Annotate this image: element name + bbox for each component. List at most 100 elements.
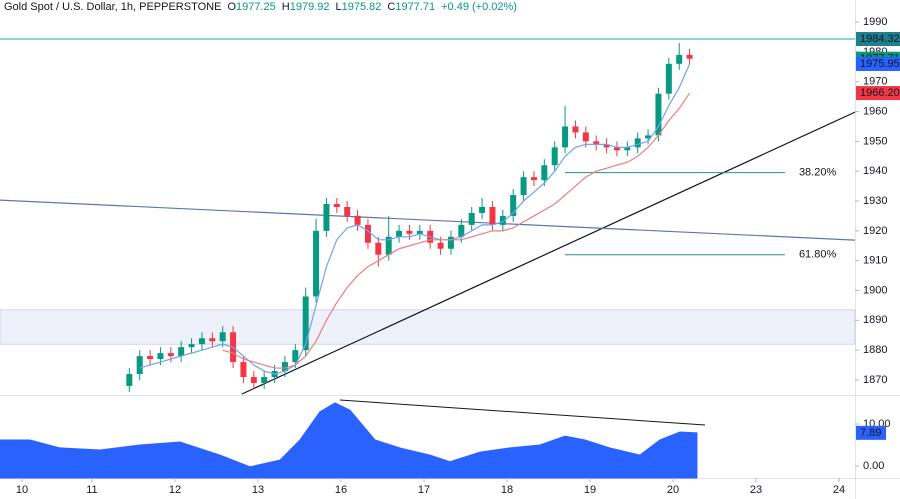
candle-body	[613, 147, 620, 151]
candle-body	[582, 132, 589, 142]
y-tick-label: 1910	[863, 255, 887, 267]
candle-body	[375, 242, 382, 255]
price-tag	[856, 425, 886, 440]
y-tick-label: 1970	[863, 76, 887, 88]
fib-label: 61.80%	[799, 249, 837, 261]
y-tick-label: 1880	[863, 344, 887, 356]
candle-body	[157, 353, 164, 360]
candle-body	[645, 135, 652, 139]
trend-line	[339, 399, 706, 426]
header: Gold Spot / U.S. Dollar, 1h, PEPPERSTONE…	[4, 1, 517, 13]
candle-body	[489, 206, 496, 225]
candle-body	[530, 177, 537, 181]
candle-body	[655, 93, 662, 136]
trend-line	[241, 111, 856, 395]
price-tag-label: 1984.32	[860, 33, 900, 45]
price-tag	[856, 56, 900, 71]
header-text: +0.49 (+0.02%)	[441, 1, 517, 13]
candle-body	[198, 338, 205, 345]
header-text: H	[282, 1, 290, 13]
x-tick-label: 23	[750, 484, 762, 496]
candle-body	[479, 206, 486, 213]
candle-body	[354, 215, 361, 225]
header-text: 1975.82	[342, 1, 382, 13]
x-tick-label: 24	[833, 484, 845, 496]
candle-body	[624, 147, 631, 151]
x-tick-label: 19	[584, 484, 596, 496]
candle-body	[396, 230, 403, 237]
candle-body	[302, 296, 309, 351]
candle-body	[665, 63, 672, 94]
candle-body	[468, 212, 475, 225]
candle-body	[593, 141, 600, 145]
candle-body	[447, 236, 454, 249]
header-text: C	[387, 1, 395, 13]
header-text: 1977.25	[236, 1, 276, 13]
zone	[0, 309, 856, 345]
candle-body	[406, 230, 413, 234]
candle-body	[572, 126, 579, 133]
y-tick-label: 1940	[863, 165, 887, 177]
price-tag	[856, 32, 900, 47]
candle-body	[458, 224, 465, 237]
candle-body	[562, 126, 569, 148]
header-text: L	[336, 1, 342, 13]
candle-body	[603, 144, 610, 148]
moving-average	[222, 92, 691, 369]
candle-body	[520, 177, 527, 196]
trend-line	[0, 199, 856, 241]
y-tick-label: 0.00	[863, 460, 884, 472]
moving-average	[139, 63, 691, 375]
price-tag-label: 1975.95	[860, 58, 900, 70]
plot: 38.20% 61.80%	[0, 38, 856, 479]
candle-body	[364, 224, 371, 243]
x-tick-label: 12	[169, 484, 181, 496]
price-tag	[856, 86, 900, 101]
x-tick-label: 16	[335, 484, 347, 496]
candle-body	[676, 54, 683, 64]
indicator-area	[0, 402, 698, 479]
y-tick-label: 1930	[863, 195, 887, 207]
candle-body	[126, 374, 133, 386]
candle-body	[385, 236, 392, 255]
header-text: 1977.71	[395, 1, 435, 13]
candle-body	[147, 356, 154, 360]
x-tick-label: 13	[252, 484, 264, 496]
fib-label: 38.20%	[799, 167, 837, 179]
candle-body	[510, 195, 517, 216]
x-tick-label: 11	[86, 484, 97, 496]
price-tag-label: 1966.20	[860, 87, 900, 99]
candle-body	[209, 338, 216, 342]
candle-body	[219, 332, 226, 342]
candle-body	[240, 362, 247, 377]
header-text: O	[227, 1, 236, 13]
candle-body	[292, 350, 299, 363]
overlay: 1870188018901900191019201930194019501960…	[4, 1, 900, 496]
candle-body	[333, 204, 340, 207]
x-tick-label: 20	[667, 484, 679, 496]
candle-body	[686, 54, 693, 59]
candle-body	[281, 362, 288, 372]
y-tick-label: 1920	[863, 225, 887, 237]
candle-body	[178, 347, 185, 357]
candle-body	[250, 376, 257, 383]
candle-body	[551, 147, 558, 166]
candle-body	[188, 344, 195, 348]
y-tick-label: 1890	[863, 314, 887, 326]
header-text: 1979.92	[290, 1, 330, 13]
x-tick-label: 18	[501, 484, 513, 496]
candle-body	[136, 356, 143, 375]
y-tick-label: 1950	[863, 135, 887, 147]
y-tick-label: 1990	[863, 16, 887, 28]
x-tick-label: 17	[418, 484, 430, 496]
y-tick-label: 1900	[863, 284, 887, 296]
candle-body	[416, 230, 423, 234]
header-text: Gold Spot / U.S. Dollar, 1h, PEPPERSTONE	[4, 1, 221, 13]
y-tick-label: 1870	[863, 374, 887, 386]
x-tick-label: 10	[16, 484, 28, 496]
candle-body	[634, 138, 641, 148]
y-tick-label: 1960	[863, 105, 887, 117]
candle-body	[499, 215, 506, 225]
